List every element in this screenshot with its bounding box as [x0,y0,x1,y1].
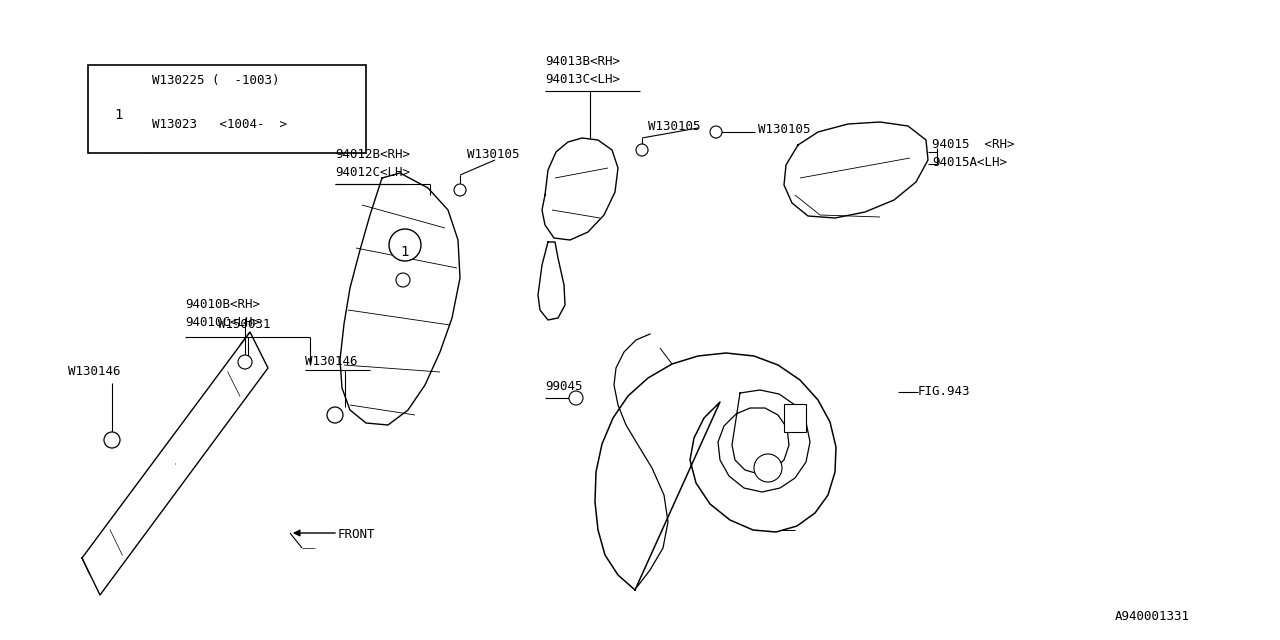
Text: 94015  <RH>: 94015 <RH> [932,138,1015,151]
Polygon shape [82,332,268,595]
Circle shape [454,184,466,196]
Text: W130146: W130146 [68,365,120,378]
Circle shape [754,454,782,482]
Polygon shape [783,122,928,218]
Circle shape [710,126,722,138]
Text: W130105: W130105 [758,123,810,136]
Text: FIG.943: FIG.943 [918,385,970,398]
Circle shape [326,407,343,423]
Text: 94010C<LH>: 94010C<LH> [186,316,260,329]
Circle shape [570,391,582,405]
Polygon shape [538,242,564,320]
Circle shape [389,229,421,261]
Text: 94013B<RH>: 94013B<RH> [545,55,620,68]
Text: W150031: W150031 [218,318,270,331]
Polygon shape [595,353,836,590]
Circle shape [396,273,410,287]
Text: W130105: W130105 [467,148,520,161]
Bar [88,65,366,153]
Circle shape [238,355,252,369]
Polygon shape [340,173,460,425]
Text: W130105: W130105 [648,120,700,133]
Text: 94012C<LH>: 94012C<LH> [335,166,410,179]
Text: 1: 1 [114,108,122,122]
Text: 94013C<LH>: 94013C<LH> [545,73,620,86]
Polygon shape [541,138,618,240]
Text: W130146: W130146 [305,355,357,368]
Text: 1: 1 [401,245,410,259]
Text: 99045: 99045 [545,380,582,393]
Text: 94012B<RH>: 94012B<RH> [335,148,410,161]
Bar [783,404,806,432]
Circle shape [100,91,136,127]
Text: 94010B<RH>: 94010B<RH> [186,298,260,311]
Circle shape [636,144,648,156]
Text: 94015A<LH>: 94015A<LH> [932,156,1007,169]
Text: W13023   <1004-  >: W13023 <1004- > [152,118,287,131]
Text: W130225 (  -1003): W130225 ( -1003) [152,74,279,87]
Text: A940001331: A940001331 [1115,610,1190,623]
Text: FRONT: FRONT [338,528,375,541]
Circle shape [104,432,120,448]
